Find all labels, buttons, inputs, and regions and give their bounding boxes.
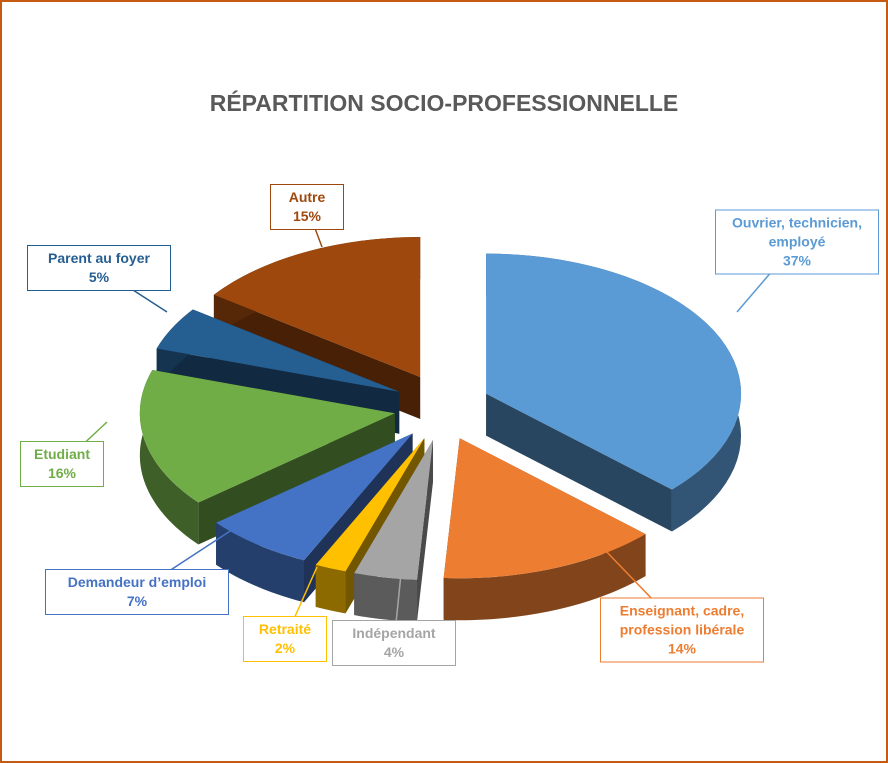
- slice: [486, 253, 742, 532]
- data-label: Demandeur d’emploi 7%: [45, 569, 229, 615]
- slice-top: [443, 438, 646, 579]
- category-label: Ouvrier, technicien, employé: [732, 214, 862, 250]
- slice-wall: [315, 564, 346, 614]
- data-label: Autre 15%: [270, 184, 344, 230]
- data-label: Retraité 2%: [243, 616, 327, 662]
- slice-top: [486, 253, 742, 490]
- category-label: Indépendant: [352, 625, 436, 641]
- slice: [139, 370, 395, 545]
- data-label: Parent au foyer 5%: [27, 245, 171, 291]
- category-label: Demandeur d’emploi: [67, 574, 207, 590]
- slice: [354, 440, 434, 622]
- slice-wall: [216, 522, 305, 603]
- slice-top: [156, 309, 400, 392]
- data-label: Ouvrier, technicien, employé 37%: [715, 209, 879, 275]
- value-label: 37%: [782, 252, 812, 269]
- value-label: 4%: [383, 644, 405, 660]
- chart-title: RÉPARTITION SOCIO-PROFESSIONNELLE: [209, 90, 679, 116]
- slice-top: [213, 237, 421, 378]
- slice-wall: [354, 573, 417, 622]
- value-label: 16%: [47, 465, 77, 481]
- category-label: Enseignant, cadre, profession libérale: [619, 602, 745, 638]
- category-label: Retraité: [258, 621, 312, 637]
- value-label: 14%: [667, 640, 697, 657]
- category-label: Etudiant: [34, 446, 90, 462]
- data-label: Indépendant 4%: [332, 620, 456, 666]
- value-label: 2%: [274, 640, 296, 656]
- category-label: Parent au foyer: [48, 250, 150, 266]
- category-label: Autre: [288, 189, 326, 205]
- value-label: 5%: [88, 269, 110, 285]
- value-label: 7%: [126, 593, 148, 609]
- data-label: Etudiant 16%: [20, 441, 104, 487]
- slice-top: [315, 438, 425, 572]
- value-label: 15%: [292, 208, 322, 224]
- slice: [443, 438, 646, 621]
- slice-top: [216, 433, 413, 561]
- data-label: Enseignant, cadre, profession libérale 14…: [600, 597, 764, 663]
- slice-top: [139, 370, 395, 503]
- slice-side: [486, 393, 672, 532]
- slice-top: [354, 440, 434, 580]
- slice-wall: [139, 370, 199, 545]
- slice-wall: [443, 534, 646, 621]
